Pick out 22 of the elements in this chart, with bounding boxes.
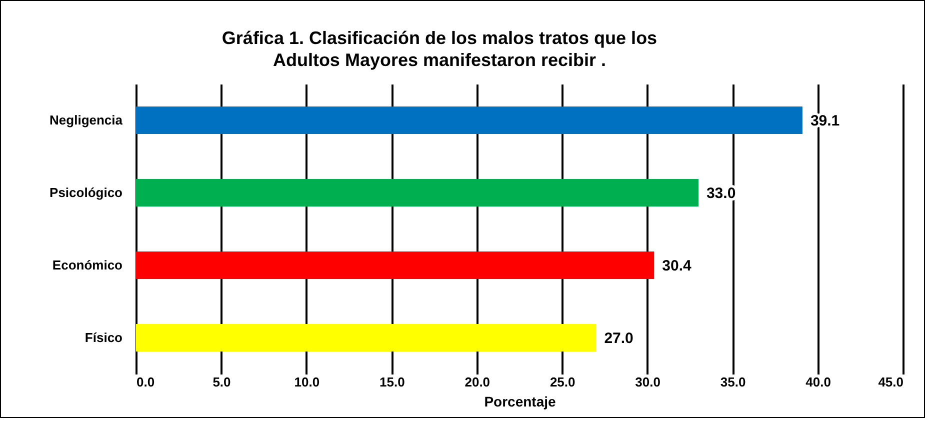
bar	[136, 324, 596, 352]
x-tick-label: 15.0	[380, 374, 405, 390]
data-label: 27.0	[604, 330, 634, 347]
y-tick-label: Físico	[84, 330, 123, 345]
y-tick-label: Negligencia	[50, 112, 124, 128]
x-tick-label: 0.0	[136, 374, 155, 390]
x-tick-label: 5.0	[212, 374, 231, 390]
x-tick-label: 25.0	[550, 374, 576, 390]
data-label: 30.4	[662, 257, 692, 274]
y-tick-label: Psicológico	[50, 184, 123, 200]
x-tick-label: 45.0	[878, 374, 904, 390]
bar	[136, 251, 654, 280]
chart-title: Gráfica 1. Clasificación de los malos tratos que los Adultos Mayores manifestaron recibir .	[222, 28, 658, 70]
y-tick-label: Económico	[52, 257, 123, 272]
bar	[136, 106, 802, 134]
x-tick-label: 30.0	[635, 374, 660, 390]
x-axis-title: Porcentaje	[484, 394, 556, 410]
x-tick-label: 10.0	[294, 374, 320, 390]
x-tick-label: 20.0	[464, 374, 490, 390]
x-tick-label: 40.0	[806, 374, 831, 390]
bar	[136, 178, 698, 207]
x-tick-label: 35.0	[720, 374, 746, 390]
